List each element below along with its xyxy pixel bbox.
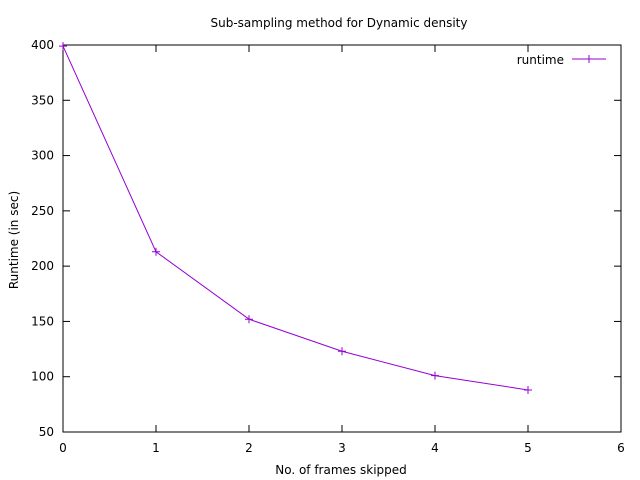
axis-ticks xyxy=(62,44,622,433)
series-layer xyxy=(59,42,532,394)
x-tick-label-6: 6 xyxy=(617,441,625,455)
x-tick-label-1: 1 xyxy=(152,441,160,455)
legend: runtime xyxy=(517,53,606,67)
y-tick-label-1: 100 xyxy=(31,370,54,384)
data-point-0-2 xyxy=(245,315,253,324)
legend-marker-runtime xyxy=(585,55,593,63)
y-tick-label-4: 250 xyxy=(31,204,54,218)
series-line-runtime xyxy=(62,45,529,391)
y-tick-label-5: 300 xyxy=(31,149,54,163)
x-tick-label-0: 0 xyxy=(59,441,67,455)
x-tick-label-3: 3 xyxy=(338,441,346,455)
chart-title: Sub-sampling method for Dynamic density xyxy=(211,16,468,30)
x-tick-label-4: 4 xyxy=(431,441,439,455)
x-tick-label-2: 2 xyxy=(245,441,253,455)
tick-labels: 0 1 2 3 4 5 6 50 100 150 200 250 300 350 400 xyxy=(31,38,625,455)
y-tick-label-2: 150 xyxy=(31,314,54,328)
data-point-0-3 xyxy=(338,347,346,356)
data-point-0-1 xyxy=(152,247,160,256)
data-point-0-0 xyxy=(59,42,67,51)
y-tick-label-3: 200 xyxy=(31,259,54,273)
y-axis-label: Runtime (in sec) xyxy=(7,191,21,289)
x-axis-label: No. of frames skipped xyxy=(275,463,407,477)
y-tick-label-0: 50 xyxy=(39,425,54,439)
legend-label-runtime: runtime xyxy=(517,53,564,67)
y-tick-label-6: 350 xyxy=(31,93,54,107)
data-point-0-5 xyxy=(524,385,532,394)
plot-frame xyxy=(62,44,622,433)
x-tick-label-5: 5 xyxy=(524,441,532,455)
data-point-0-4 xyxy=(431,371,439,380)
y-tick-label-7: 400 xyxy=(31,38,54,52)
